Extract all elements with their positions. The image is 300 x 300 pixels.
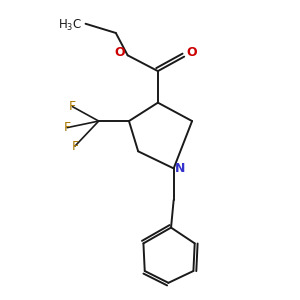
Text: F: F [71, 140, 79, 153]
Text: O: O [187, 46, 197, 59]
Text: F: F [69, 100, 76, 113]
Text: H$_3$C: H$_3$C [58, 17, 82, 33]
Text: O: O [114, 46, 125, 59]
Text: N: N [175, 162, 185, 175]
Text: F: F [64, 121, 71, 134]
